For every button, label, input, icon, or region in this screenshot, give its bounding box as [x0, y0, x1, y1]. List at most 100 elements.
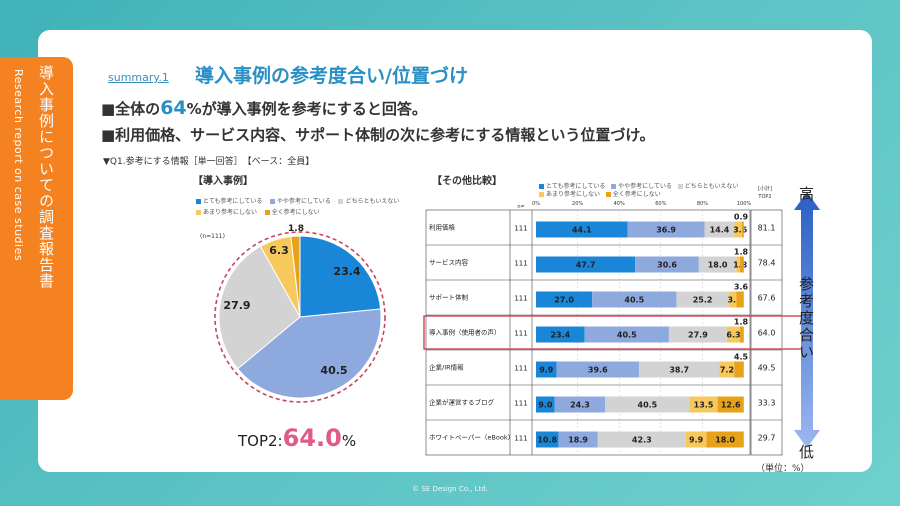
row-n-value: 111	[514, 365, 527, 373]
x-tick-label: 0%	[532, 201, 540, 207]
bar-legend-row-1: とても参考にしている やや参考にしている どちらともいえない	[539, 181, 739, 190]
legend-label: やや参考にしている	[618, 183, 672, 190]
pie-legend-row-2: あまり参考にしない 全く参考にしない	[196, 207, 320, 216]
bar-segment	[704, 221, 735, 238]
bar-segment	[592, 291, 677, 308]
top2-label: TOP2:	[238, 432, 283, 450]
scale-high-label: 高	[799, 185, 815, 203]
pie-n-label: (n=111)	[200, 233, 225, 240]
bar-segment	[556, 361, 639, 378]
bar-value-label: 7.2	[720, 366, 734, 375]
legend-swatch	[264, 210, 270, 215]
row-top2-value: 49.5	[758, 364, 776, 373]
bar-value-label: 3.6	[733, 226, 748, 235]
side-tab: 導入事例についての調査報告書 Research report on case s…	[0, 57, 73, 400]
bar-segment	[605, 396, 690, 413]
scale-arrow	[794, 192, 820, 448]
bar-segment	[536, 431, 559, 448]
bar-segment	[584, 326, 669, 343]
row-n-value: 111	[514, 435, 527, 443]
bar-segment	[734, 361, 744, 378]
bar-section-label: 【その他比較】	[432, 176, 502, 187]
copyright: © SE Design Co., Ltd.	[412, 485, 488, 493]
top2-value: 64.0	[282, 424, 342, 452]
bar-value-label: 27.0	[554, 296, 574, 305]
bar-value-label: 10.8	[537, 436, 557, 445]
scale-axis-label: 参考度合い	[797, 276, 815, 361]
legend-swatch	[605, 192, 611, 197]
bar-segment	[635, 256, 699, 273]
bar-segment	[726, 326, 741, 343]
bar-segment	[558, 431, 598, 448]
pie-slice-label: 27.9	[223, 299, 250, 312]
x-tick-label: 80%	[697, 201, 708, 207]
bar-value-label: 39.6	[588, 366, 608, 375]
bar-segment	[728, 291, 737, 308]
bar-value-label: 42.3	[632, 436, 652, 445]
bullet-1-pre: ■全体の	[101, 100, 161, 118]
pie-slice-label: 23.4	[333, 265, 360, 278]
x-tick-label: 60%	[655, 201, 666, 207]
bar-value-label: 40.5	[638, 401, 658, 410]
question-label: ▼Q1.参考にする情報［単一回答］ 【ベース：全員】	[103, 157, 315, 167]
pie-slice	[290, 235, 301, 318]
bar-segment	[676, 291, 729, 308]
top2-column-frame	[750, 209, 783, 456]
bar-value-label: 4.5	[734, 353, 749, 362]
legend-label: どちらともいえない	[684, 183, 739, 190]
row-n-value: 111	[514, 225, 527, 233]
bar-value-label: 18.9	[568, 436, 588, 445]
bar-segment	[717, 396, 744, 413]
bar-value-label: 24.3	[570, 401, 590, 410]
top2-header: [小計]	[758, 185, 772, 192]
legend-swatch	[269, 199, 275, 204]
bar-segment	[698, 256, 737, 273]
summary-link[interactable]: summary.1	[108, 71, 169, 84]
bullet-1-post: %が導入事例を参考にすると回答。	[186, 100, 427, 118]
row-category-label: サービス内容	[429, 258, 469, 267]
legend-label: 全く参考にしない	[271, 209, 320, 216]
top2-unit: %	[341, 432, 357, 450]
x-tick-label: 20%	[572, 201, 583, 207]
bar-value-label: 1.8	[734, 248, 749, 257]
bar-value-label: 44.1	[572, 226, 592, 235]
row-category-label: 利用価格	[429, 223, 456, 232]
legend-label: どちらともいえない	[345, 198, 400, 205]
pie-slice-label: 1.8	[288, 224, 304, 234]
bar-value-label: 47.7	[576, 261, 596, 270]
bar-segment	[536, 221, 628, 238]
bar-segment	[736, 291, 744, 308]
bar-segment	[741, 221, 744, 238]
x-tick-label: 40%	[614, 201, 625, 207]
row-category-label: 企業/IR情報	[429, 363, 464, 372]
legend-swatch	[539, 184, 544, 189]
pie-slice	[218, 245, 301, 370]
bar-segment	[734, 221, 742, 238]
row-top2-value: 33.3	[758, 399, 776, 408]
row-top2-value: 64.0	[758, 329, 776, 338]
x-tick-label: 100%	[737, 201, 752, 207]
legend-swatch	[338, 199, 344, 204]
row-n-value: 111	[514, 330, 527, 338]
bar-value-label: 18.0	[708, 261, 728, 270]
bar-value-label: 12.6	[721, 401, 741, 410]
bullet-line-1: ■全体の64%が導入事例を参考にすると回答。	[101, 97, 427, 119]
row-top2-value: 81.1	[758, 224, 776, 233]
bullet-1-number: 64	[160, 97, 187, 119]
bar-value-label: 30.6	[657, 261, 677, 270]
bar-value-label: 25.2	[693, 296, 713, 305]
bar-segment	[536, 396, 555, 413]
bar-value-label: 13.5	[694, 401, 714, 410]
bar-segment	[627, 221, 705, 238]
page-title: 導入事例の参考度合い/位置づけ	[195, 65, 468, 87]
bar-segment	[740, 326, 744, 343]
side-title: 導入事例についての調査報告書	[37, 65, 55, 289]
bar-segment	[536, 326, 585, 343]
bar-legend-row-2: あまり参考にしない 全く参考にしない	[539, 189, 661, 198]
row-top2-value: 67.6	[758, 294, 776, 303]
legend-label: とても参考にしている	[546, 183, 606, 190]
pie-highlight-ring	[214, 231, 386, 403]
bar-segment	[536, 291, 593, 308]
bar-value-label: 6.3	[726, 331, 740, 340]
